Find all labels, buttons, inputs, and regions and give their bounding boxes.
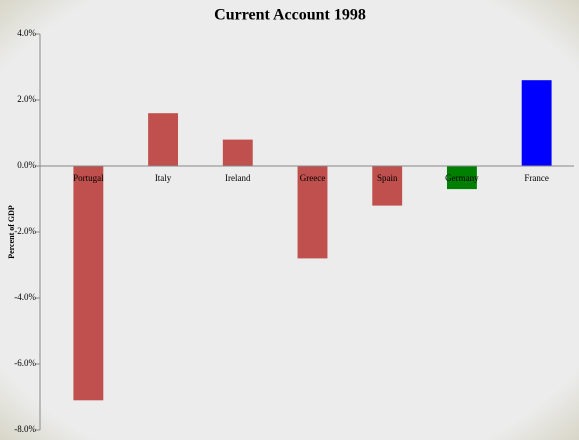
x-tick-label: Ireland	[225, 173, 251, 183]
bar	[222, 139, 253, 166]
bar	[73, 166, 104, 401]
x-tick-label: Italy	[155, 173, 172, 183]
bar	[446, 166, 477, 190]
bar	[297, 166, 328, 259]
bar	[521, 80, 552, 166]
y-tick-label: -4.0%	[14, 292, 36, 302]
x-tick-label: Spain	[377, 173, 398, 183]
y-tick-label: 2.0%	[17, 94, 36, 104]
chart-title: Current Account 1998	[214, 7, 366, 24]
y-tick-label: -6.0%	[14, 358, 36, 368]
y-tick-label: -2.0%	[14, 226, 36, 236]
bar	[148, 113, 179, 166]
y-tick-label: -8.0%	[14, 424, 36, 434]
bar	[372, 166, 403, 206]
y-axis-label: Percent of GDP	[7, 205, 16, 259]
x-tick-label: Germany	[445, 173, 479, 183]
y-tick-label: 0.0%	[17, 160, 36, 170]
x-tick-label: Greece	[300, 173, 325, 183]
y-tick-label: 4.0%	[17, 28, 36, 38]
x-tick-label: France	[524, 173, 549, 183]
x-tick-label: Portugal	[73, 173, 104, 183]
